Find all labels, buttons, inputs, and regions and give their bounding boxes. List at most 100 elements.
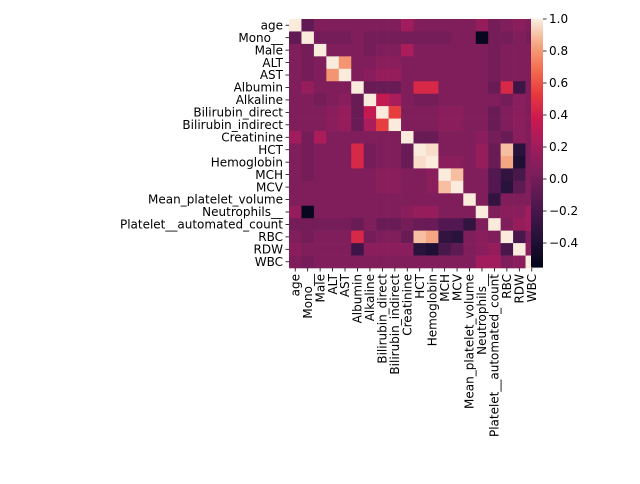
heatmap-cell-15-16: [488, 205, 501, 219]
heatmap-cell-18-0: [289, 243, 302, 256]
heatmap-cell-18-7: [376, 243, 389, 256]
heatmap-cell-6-10: [413, 93, 427, 107]
colorbar-segment: [531, 196, 543, 200]
colorbar-tick-label: −0.2: [549, 204, 578, 218]
heatmap-cell-14-17: [500, 193, 514, 207]
heatmap-cell-9-12: [438, 131, 452, 144]
colorbar-segment: [531, 50, 543, 53]
colorbar-segment: [531, 56, 543, 59]
colorbar-segment: [531, 105, 543, 109]
y-tick-label: HCT: [258, 143, 283, 157]
heatmap-cell-15-4: [338, 205, 352, 219]
heatmap-cell-4-4: [338, 68, 352, 82]
heatmap-cell-11-4: [338, 155, 352, 169]
colorbar-segment: [531, 186, 543, 190]
heatmap-cell-8-13: [450, 118, 464, 132]
x-tick-label: Neutrophils__: [475, 273, 489, 355]
colorbar-segment: [531, 161, 543, 165]
heatmap-cell-7-11: [425, 106, 439, 119]
heatmap-cell-10-6: [363, 143, 377, 157]
heatmap-cell-14-15: [475, 193, 489, 207]
heatmap-cell-18-15: [475, 243, 489, 256]
heatmap-cell-10-18: [513, 143, 526, 157]
heatmap-cell-1-17: [500, 31, 514, 45]
colorbar-segment: [531, 240, 543, 243]
heatmap-cell-17-15: [475, 230, 489, 244]
colorbar-segment: [531, 78, 543, 82]
heatmap-cell-6-11: [425, 93, 439, 107]
heatmap-cell-2-17: [500, 43, 514, 57]
heatmap-cell-12-14: [463, 168, 477, 182]
heatmap-cell-9-15: [475, 131, 489, 144]
heatmap-cell-10-7: [376, 143, 389, 157]
heatmap-cell-16-7: [376, 218, 389, 231]
heatmap-cell-2-12: [438, 43, 452, 57]
colorbar-segment: [531, 250, 543, 254]
heatmap-cell-16-3: [326, 218, 340, 231]
colorbar-segment: [531, 95, 543, 99]
x-tick-label: Mean_platelet_volume: [463, 274, 477, 409]
heatmap-cell-15-17: [500, 205, 514, 219]
heatmap-cell-8-15: [475, 118, 489, 132]
heatmap-cell-12-6: [363, 168, 377, 182]
colorbar-segment: [531, 264, 543, 268]
y-tick-label: Mono__: [238, 31, 284, 45]
heatmap-cell-4-13: [450, 68, 464, 82]
heatmap-cell-2-18: [513, 43, 526, 57]
heatmap-cell-17-9: [401, 230, 414, 244]
heatmap-cell-16-1: [301, 218, 315, 231]
heatmap-cell-4-15: [475, 68, 489, 82]
heatmap-cell-5-7: [376, 81, 389, 94]
heatmap-cell-3-2: [313, 56, 327, 70]
heatmap-cell-18-5: [351, 243, 364, 256]
heatmap-cell-15-14: [463, 205, 477, 219]
heatmap-cell-5-3: [326, 81, 340, 94]
colorbar-segment: [531, 43, 543, 47]
heatmap-cell-5-14: [463, 81, 477, 94]
heatmap-cell-15-0: [289, 205, 302, 219]
heatmap-cell-17-10: [413, 230, 427, 244]
x-tick-label: Hemoglobin: [425, 274, 439, 346]
colorbar-segment: [531, 238, 543, 241]
heatmap-cell-1-12: [438, 31, 452, 45]
heatmap-cell-13-10: [413, 180, 427, 194]
colorbar-segment: [531, 128, 543, 132]
colorbar-segment: [531, 41, 543, 45]
heatmap-cell-7-8: [388, 106, 402, 119]
colorbar-tick-label: 0.2: [549, 140, 568, 154]
heatmap-cell-17-6: [363, 230, 377, 244]
heatmap-cell-2-2: [313, 43, 327, 57]
heatmap-cell-9-14: [463, 131, 477, 144]
colorbar-segment: [531, 198, 543, 202]
colorbar-segment: [531, 136, 543, 140]
colorbar-segment: [531, 219, 543, 223]
heatmap-cell-19-14: [463, 255, 477, 269]
colorbar-segment: [531, 45, 543, 49]
heatmap-cell-16-18: [513, 218, 526, 231]
colorbar-segment: [531, 83, 543, 86]
heatmap-cell-0-18: [513, 19, 526, 32]
heatmap-cell-19-6: [363, 255, 377, 269]
heatmap-cell-12-0: [289, 168, 302, 182]
heatmap-cell-13-8: [388, 180, 402, 194]
heatmap-cell-14-4: [338, 193, 352, 207]
heatmap-cell-1-4: [338, 31, 352, 45]
heatmap-cell-19-15: [475, 255, 489, 269]
heatmap-cell-8-17: [500, 118, 514, 132]
heatmap-cell-3-4: [338, 56, 352, 70]
heatmap-cell-12-7: [376, 168, 389, 182]
heatmap-cell-1-1: [301, 31, 315, 45]
heatmap-cell-1-6: [363, 31, 377, 45]
heatmap-cell-13-7: [376, 180, 389, 194]
heatmap-cell-19-12: [438, 255, 452, 269]
colorbar-segment: [531, 112, 543, 115]
heatmap-cell-2-0: [289, 43, 302, 57]
heatmap-cell-16-10: [413, 218, 427, 231]
heatmap-cell-6-3: [326, 93, 340, 107]
heatmap-cell-3-6: [363, 56, 377, 70]
y-tick-label: Hemoglobin: [211, 155, 283, 169]
y-tick-label: Bilirubin_indirect: [182, 118, 283, 132]
heatmap-cell-12-5: [351, 168, 364, 182]
heatmap-cell-8-18: [513, 118, 526, 132]
x-tick-label: RDW: [513, 274, 527, 304]
